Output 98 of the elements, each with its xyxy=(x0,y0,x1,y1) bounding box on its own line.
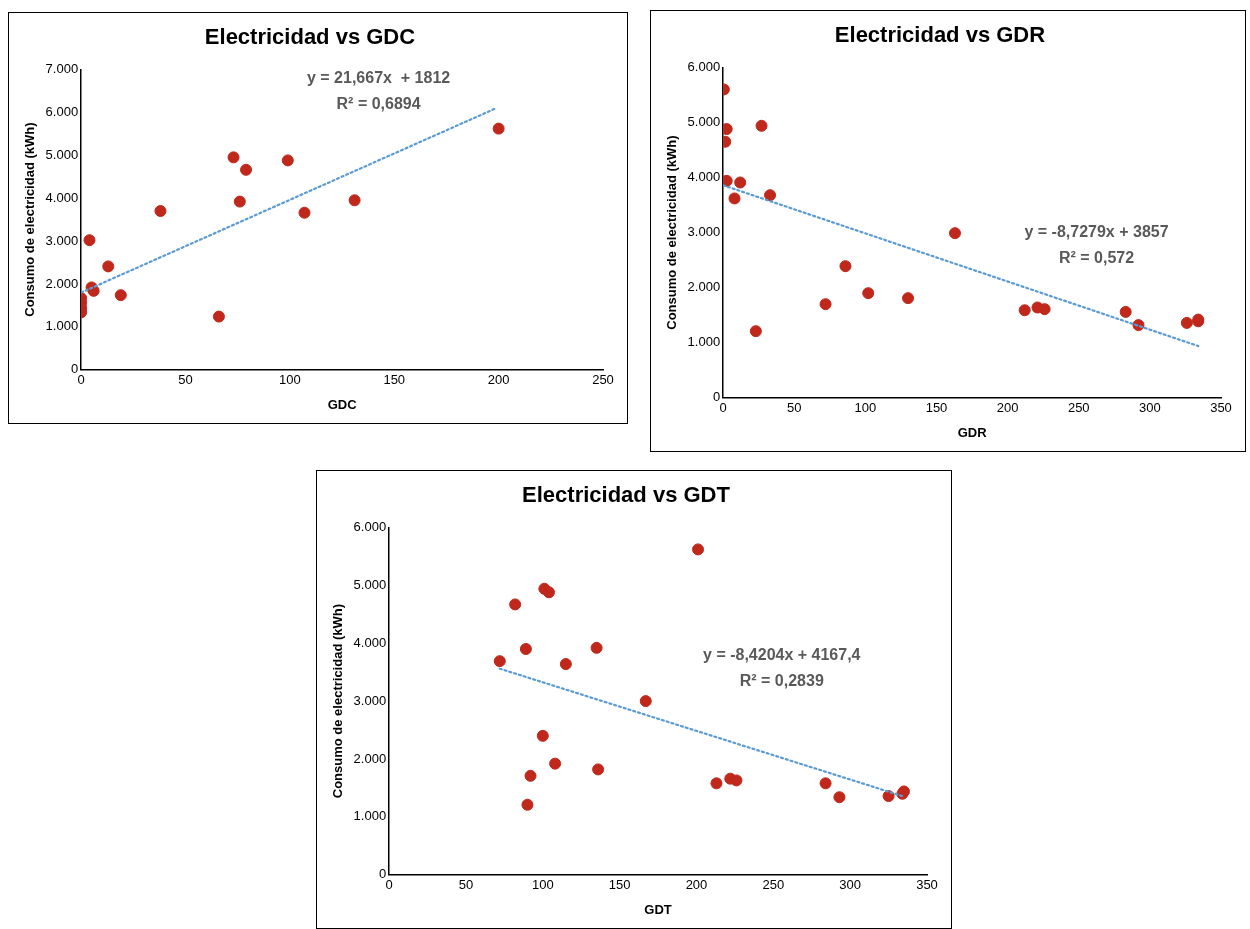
x-tick-label: 150 xyxy=(383,372,406,388)
y-tick-label: 2.000 xyxy=(353,750,387,766)
annotation: R² = 0,572 xyxy=(1058,249,1135,267)
annotation: R² = 0,2839 xyxy=(739,672,824,690)
x-tick-label: 350 xyxy=(916,877,938,893)
point xyxy=(710,777,723,790)
point xyxy=(83,234,96,247)
y-tick-label: 4.000 xyxy=(687,169,721,185)
point xyxy=(233,195,246,208)
y-tick-label: 6.000 xyxy=(687,58,721,74)
x-axis-title: GDC xyxy=(327,396,358,412)
point xyxy=(833,791,846,804)
point xyxy=(542,586,555,599)
x-tick-label: 250 xyxy=(1067,400,1090,416)
y-tick-label: 2.000 xyxy=(45,275,79,291)
point xyxy=(298,206,311,219)
point xyxy=(949,227,961,240)
y-tick-label: 5.000 xyxy=(45,146,79,162)
x-tick-label: 50 xyxy=(787,400,802,416)
y-tick-label: 7.000 xyxy=(45,60,79,76)
point xyxy=(102,260,115,273)
point xyxy=(692,543,705,556)
point xyxy=(227,151,240,164)
point xyxy=(154,205,167,218)
annotation: y = 21,667x + 1812 xyxy=(306,68,451,86)
y-tick-label: 0 xyxy=(70,361,79,377)
x-tick-label: 200 xyxy=(487,372,510,388)
y-tick-label: 3.000 xyxy=(353,692,387,708)
point xyxy=(819,298,832,311)
point xyxy=(639,695,652,708)
point xyxy=(240,163,253,176)
point xyxy=(882,790,895,803)
y-axis-title: Consumo de electricidad (kWh) xyxy=(22,122,38,317)
y-tick-label: 6.000 xyxy=(353,518,387,534)
point xyxy=(755,119,768,132)
point xyxy=(764,189,777,202)
y-tick-label: 2.000 xyxy=(687,279,721,295)
point xyxy=(536,729,549,742)
x-tick-label: 200 xyxy=(685,877,708,893)
point xyxy=(559,658,572,671)
annotation: y = -8,7279x + 3857 xyxy=(1024,223,1169,241)
point xyxy=(281,154,294,167)
x-tick-label: 100 xyxy=(854,400,877,416)
point xyxy=(1119,305,1132,318)
y-tick-label: 1.000 xyxy=(687,334,721,350)
point xyxy=(509,598,522,611)
point xyxy=(524,769,537,782)
x-tick-label: 100 xyxy=(279,372,301,388)
x-tick-label: 300 xyxy=(839,877,862,893)
y-tick-label: 5.000 xyxy=(353,576,387,592)
x-tick-label: 250 xyxy=(762,877,785,893)
x-tick-label: 50 xyxy=(178,372,193,388)
y-tick-label: 4.000 xyxy=(353,634,387,650)
point xyxy=(1180,316,1193,329)
x-tick-label: 350 xyxy=(1210,400,1232,416)
annotation: y = -8,4204x + 4167,4 xyxy=(703,646,861,664)
x-axis-title: GDR xyxy=(957,424,988,440)
chart-title: Electricidad vs GDR xyxy=(834,22,1046,48)
point xyxy=(114,289,127,302)
point xyxy=(348,194,361,207)
point xyxy=(549,757,562,770)
x-tick-label: 150 xyxy=(608,877,631,893)
point xyxy=(493,655,506,668)
point xyxy=(590,641,603,654)
chart-title: Electricidad vs GDC xyxy=(204,24,416,50)
point xyxy=(862,287,875,300)
point xyxy=(1018,304,1031,317)
point xyxy=(902,292,915,305)
point xyxy=(728,192,741,205)
x-tick-label: 200 xyxy=(996,400,1019,416)
y-tick-label: 1.000 xyxy=(45,318,79,334)
x-axis-title: GDT xyxy=(644,901,672,917)
point xyxy=(749,325,762,338)
chart-title: Electricidad vs GDT xyxy=(522,482,731,508)
x-tick-label: 300 xyxy=(1139,400,1161,416)
point xyxy=(492,122,505,135)
y-tick-label: 0 xyxy=(378,866,387,882)
x-tick-label: 50 xyxy=(458,877,474,893)
y-axis-title: Consumo de electricidad (kWh) xyxy=(330,603,346,799)
y-tick-label: 3.000 xyxy=(687,224,721,240)
point xyxy=(592,763,605,776)
annotation: R² = 0,6894 xyxy=(336,94,421,112)
y-tick-label: 3.000 xyxy=(45,232,79,248)
y-tick-label: 0 xyxy=(712,389,721,405)
point xyxy=(839,260,852,273)
point xyxy=(212,310,225,323)
y-tick-label: 4.000 xyxy=(45,189,79,205)
point xyxy=(521,798,534,811)
y-tick-label: 5.000 xyxy=(687,114,721,130)
x-tick-label: 150 xyxy=(925,400,948,416)
x-tick-label: 100 xyxy=(531,877,554,893)
y-tick-label: 6.000 xyxy=(45,103,79,119)
point xyxy=(519,642,532,655)
point xyxy=(819,777,832,790)
y-axis-title: Consumo de electricidad (kWh) xyxy=(664,135,680,330)
point xyxy=(734,176,747,189)
x-tick-label: 250 xyxy=(592,372,614,388)
y-tick-label: 1.000 xyxy=(353,808,387,824)
